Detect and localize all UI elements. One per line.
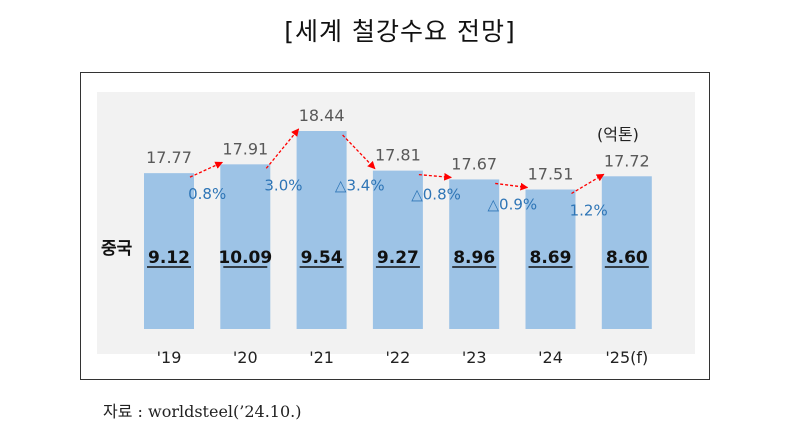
growth-rate-label: 0.8% [188,185,226,203]
source-note: 자료 : worldsteel(’24.10.) [103,402,302,421]
china-value-label: 8.96 [453,248,495,268]
world-value-label: 17.81 [375,146,421,165]
chart-title: [세계 철강수요 전망] [284,17,516,46]
growth-arrow [495,182,529,191]
chart-frame [80,72,710,380]
category-tick-label: '24 [538,348,563,367]
china-value-label: 8.69 [530,248,572,268]
china-row-label: 중국 [101,239,133,259]
category-tick-label: '22 [386,348,411,367]
bar [601,176,652,329]
world-value-label: 17.77 [146,148,192,167]
china-value-label: 10.09 [218,248,272,268]
growth-arrow [189,161,224,178]
bar [296,131,347,329]
world-value-label: 17.91 [222,139,268,158]
growth-rate-label: △0.8% [411,185,461,203]
growth-rate-label: 3.0% [264,176,302,194]
growth-rate-label: △3.4% [335,177,385,195]
growth-rate-label: 1.2% [570,202,608,220]
category-tick-label: '25(f) [605,348,648,367]
china-value-label: 9.12 [148,248,190,268]
bar [144,173,194,329]
china-value-label: 9.27 [377,248,419,268]
world-value-label: 17.67 [451,154,497,173]
china-value-label: 8.60 [606,248,648,268]
category-tick-label: '21 [309,348,334,367]
category-tick-label: '20 [233,348,258,367]
growth-arrow [418,172,452,181]
growth-arrow [571,173,605,195]
bar [449,179,500,329]
world-value-label: 17.51 [528,165,574,184]
growth-rate-label: △0.9% [488,196,538,214]
china-value-label: 9.54 [301,248,343,268]
category-tick-label: '23 [462,348,487,367]
bar [220,164,271,329]
bar [525,189,576,329]
category-tick-label: '19 [157,348,182,367]
unit-label: (억톤) [597,125,639,144]
bar [372,170,423,329]
growth-arrow [265,128,300,169]
world-value-label: 18.44 [299,106,345,125]
world-value-label: 17.72 [604,151,650,170]
growth-arrow [342,134,376,170]
